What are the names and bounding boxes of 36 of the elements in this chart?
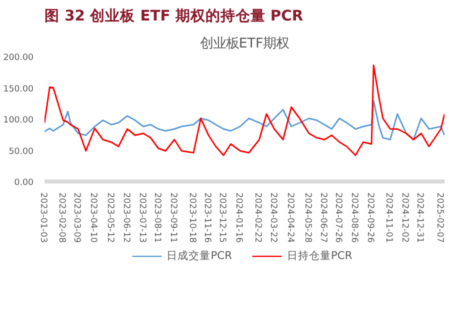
- x-tick-label: 2024-05-28: [302, 192, 312, 243]
- y-tick-label: 200.00: [3, 53, 34, 63]
- x-tick-label: 2025-02-07: [434, 192, 444, 243]
- line-series: [44, 64, 444, 156]
- x-tick-label: 2023-03-09: [72, 192, 82, 243]
- x-tick-label: 2024-01-16: [234, 192, 244, 243]
- chart-subtitle: 创业板ETF期权: [200, 36, 290, 52]
- x-tick-label: 2023-09-11: [168, 192, 178, 243]
- x-tick-label: 2023-08-11: [152, 192, 162, 243]
- x-tick-label: 2023-02-08: [56, 192, 67, 243]
- x-tick-label: 2024-12-31: [414, 192, 425, 243]
- legend-label: 日持仓量PCR: [287, 249, 352, 263]
- x-tick-label: 2023-10-18: [187, 192, 198, 243]
- x-tick-label: 2023-04-10: [88, 192, 98, 243]
- y-tick-label: 50.00: [8, 146, 34, 157]
- x-tick-label: 2024-08-26: [348, 192, 359, 243]
- x-tick-label: 2024-06-27: [318, 192, 328, 243]
- x-tick-label: 2023-11-16: [202, 192, 212, 243]
- legend-label: 日成交量PCR: [166, 249, 232, 263]
- x-tick-label: 2024-11-01: [384, 192, 394, 243]
- x-tick-label: 2024-12-02: [400, 192, 410, 243]
- x-tick-label: 2024-02-22: [252, 192, 263, 243]
- x-tick-label: 2024-09-26: [365, 192, 376, 243]
- x-tick-label: 2024-07-26: [332, 192, 343, 243]
- x-tick-label: 2023-07-13: [136, 192, 147, 243]
- y-tick-label: 0.00: [14, 178, 34, 188]
- y-tick-label: 150.00: [3, 84, 34, 94]
- x-tick-label: 2023-05-12: [104, 192, 115, 243]
- x-tick-label: 2024-04-24: [284, 192, 295, 244]
- line-series: [44, 100, 444, 140]
- x-tick-label: 2024-03-22: [268, 192, 278, 243]
- y-tick-label: 100.00: [3, 116, 34, 126]
- chart-title: 图 32 创业板 ETF 期权的持仓量 PCR: [44, 8, 304, 24]
- x-tick-label: 2023-01-03: [38, 192, 48, 243]
- x-tick-label: 2023-06-12: [120, 192, 131, 243]
- x-tick-label: 2023-12-15: [217, 192, 228, 243]
